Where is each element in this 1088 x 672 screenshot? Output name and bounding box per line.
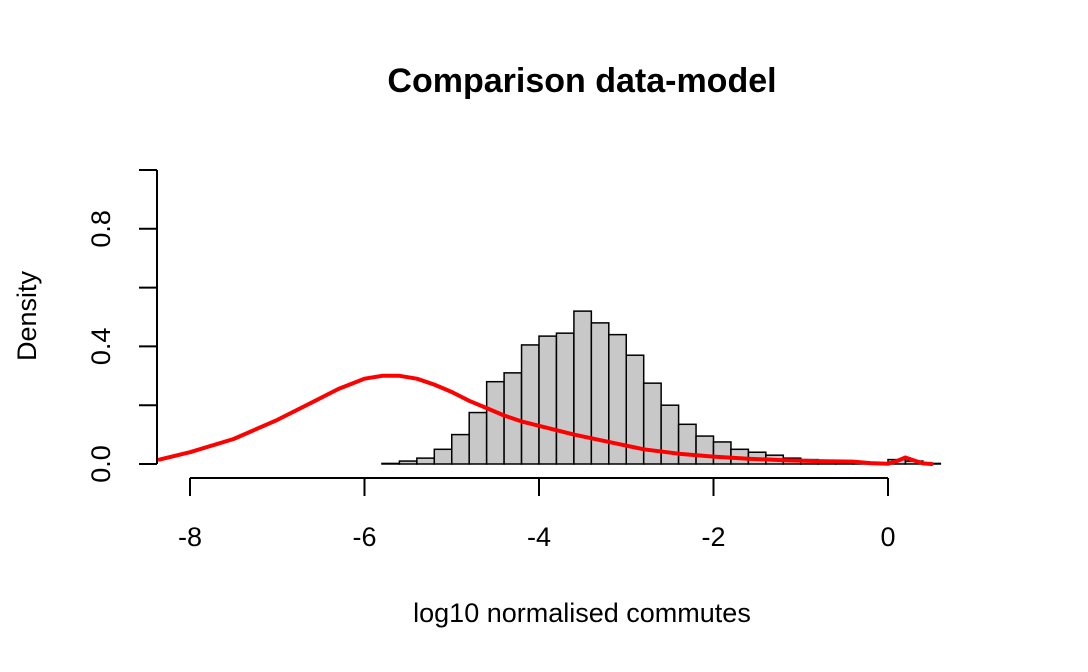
histogram-bar [433, 448, 453, 465]
chart-title: Comparison data-model [387, 62, 776, 100]
histogram-bar [677, 423, 697, 465]
x-tick-label: -2 [701, 522, 725, 552]
y-tick-label: 0.8 [86, 210, 116, 248]
histogram-bar [451, 433, 470, 465]
histogram-bar [416, 457, 436, 465]
histogram-bar [712, 441, 732, 465]
histogram-bar [695, 435, 715, 465]
histogram-bar [485, 380, 505, 465]
histogram-bar [381, 462, 401, 465]
histogram-bar [573, 310, 593, 465]
histogram-bar [555, 332, 575, 465]
histogram-bar [468, 411, 488, 465]
x-axis: -8 -6 -4 -2 0 [178, 477, 896, 552]
histogram-bars [381, 310, 942, 465]
x-tick-label: -4 [527, 522, 551, 552]
x-tick-label: -8 [178, 522, 202, 552]
x-axis-label: log10 normalised commutes [413, 598, 751, 628]
x-tick-label: 0 [880, 522, 895, 552]
y-axis: 0.0 0.4 0.8 [86, 169, 158, 483]
density-lines [157, 373, 934, 466]
y-tick-label: 0.0 [86, 445, 116, 483]
histogram-bar [520, 344, 540, 465]
x-tick-label: -6 [352, 522, 376, 552]
y-tick-label: 0.4 [86, 328, 116, 366]
y-axis-label: Density [12, 270, 42, 361]
histogram-bar [398, 460, 418, 465]
density-curve [157, 373, 934, 466]
histogram-bar [538, 335, 558, 465]
